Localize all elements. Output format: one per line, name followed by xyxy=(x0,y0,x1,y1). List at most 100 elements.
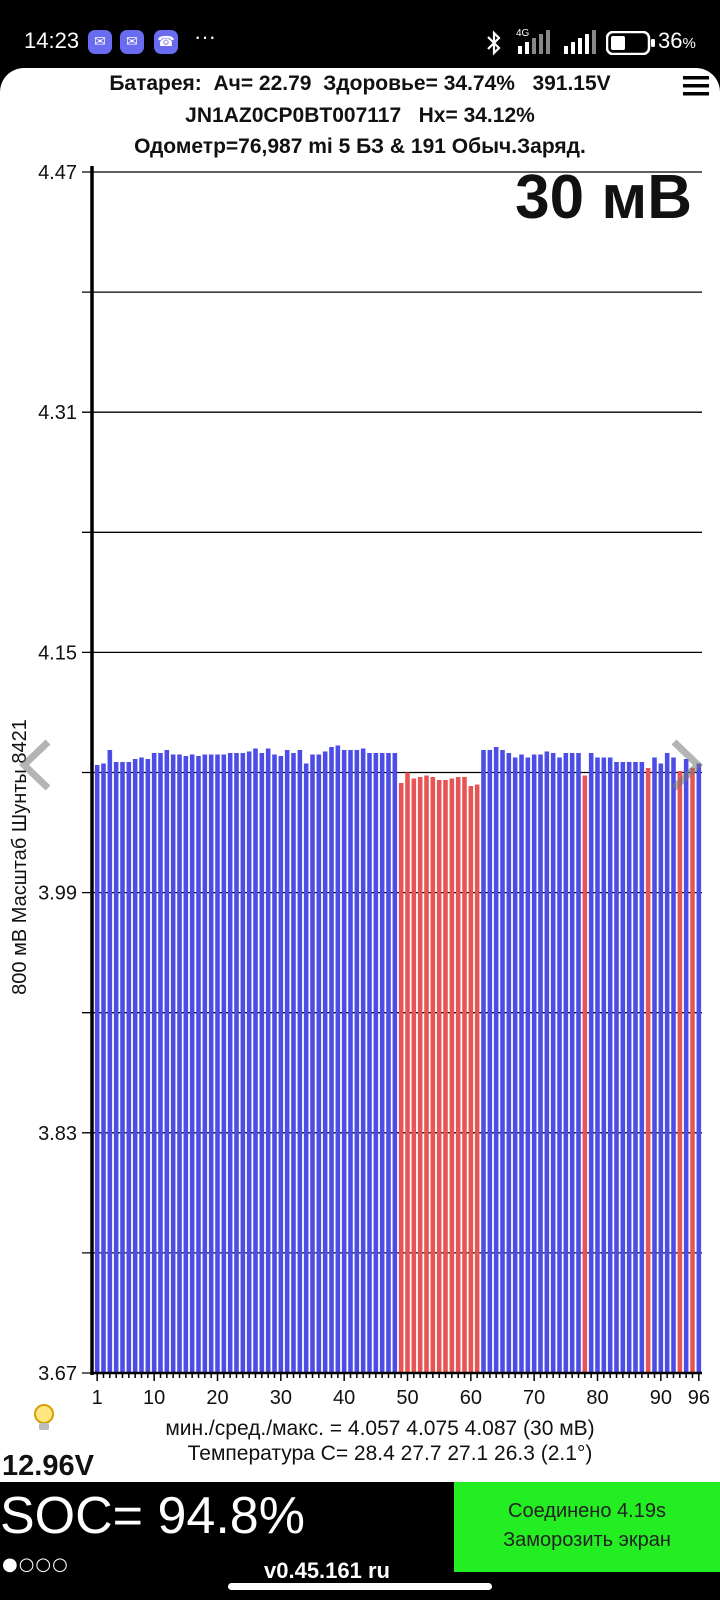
app-screen: Батарея: Ач= 22.79 Здоровье= 34.74% 391.… xyxy=(0,68,720,1482)
cell-bar-16 xyxy=(189,754,195,1373)
vin-line: JN1AZ0CP0BT007117 Hx= 34.12% xyxy=(185,104,535,127)
cell-bar-52 xyxy=(417,777,423,1373)
cell-bar-92 xyxy=(671,757,676,1373)
cell-bar-21 xyxy=(221,754,227,1373)
x-tick-label: 60 xyxy=(460,1387,482,1409)
cell-bar-91 xyxy=(664,752,670,1373)
cell-bar-27 xyxy=(259,752,265,1373)
cell-bar-42 xyxy=(354,749,360,1373)
y-tick-label: 4.47 xyxy=(38,162,77,184)
cell-bar-32 xyxy=(291,752,296,1373)
cell-bar-67 xyxy=(512,757,518,1373)
cell-bar-11 xyxy=(158,752,163,1373)
cell-bar-56 xyxy=(443,780,448,1373)
previous-page-icon[interactable] xyxy=(18,739,51,791)
cell-bar-50 xyxy=(405,772,410,1373)
cell-bar-19 xyxy=(208,754,214,1373)
cell-bar-53 xyxy=(424,775,429,1373)
cell-bar-29 xyxy=(272,754,277,1373)
cell-bar-37 xyxy=(322,751,328,1373)
bluetooth-icon xyxy=(487,30,501,56)
freeze-screen-button[interactable]: Соединено 4.19s Заморозить экран xyxy=(454,1482,720,1572)
cell-bar-46 xyxy=(379,752,385,1373)
cell-bar-36 xyxy=(316,754,322,1373)
viber-icon: ☎ xyxy=(154,30,178,54)
more-notifications-icon: ··· xyxy=(194,24,216,49)
cell-bar-23 xyxy=(234,752,239,1373)
cell-bar-30 xyxy=(278,755,284,1373)
min-avg-max-line: мин./сред./макс. = 4.057 4.075 4.087 (30… xyxy=(165,1417,594,1440)
app-version: v0.45.161 ru xyxy=(264,1558,390,1583)
cell-bar-40 xyxy=(341,749,347,1373)
cell-bar-86 xyxy=(633,761,638,1373)
cell-bar-15 xyxy=(183,755,189,1373)
cell-bar-48 xyxy=(392,752,398,1373)
cell-bar-20 xyxy=(215,754,220,1373)
odometer-line: Одометр=76,987 mi 5 БЗ & 191 Обыч.Заряд. xyxy=(134,135,586,158)
cell-bar-59 xyxy=(462,777,467,1373)
cell-bar-18 xyxy=(202,754,208,1373)
cell-bar-73 xyxy=(550,752,556,1373)
cell-bar-77 xyxy=(576,752,581,1373)
cell-bar-95 xyxy=(690,767,695,1373)
x-tick-label: 1 xyxy=(92,1387,103,1409)
cell-bar-3 xyxy=(107,749,113,1373)
cell-bar-84 xyxy=(620,761,626,1373)
cell-bar-74 xyxy=(557,757,562,1373)
messenger-icon-2: ✉ xyxy=(120,30,144,54)
cell-bar-65 xyxy=(500,749,505,1373)
cell-signal-icon xyxy=(518,30,550,54)
cell-bar-9 xyxy=(145,758,151,1373)
cell-bar-39 xyxy=(335,745,341,1373)
cell-bar-78 xyxy=(582,775,588,1373)
next-page-icon[interactable] xyxy=(671,739,704,791)
x-tick-label: 70 xyxy=(523,1387,545,1409)
cell-bar-43 xyxy=(360,748,366,1373)
cell-bar-7 xyxy=(132,758,138,1373)
menu-icon[interactable] xyxy=(683,76,709,96)
cell-bar-28 xyxy=(265,748,271,1373)
cell-bar-66 xyxy=(506,752,512,1373)
cell-bar-63 xyxy=(487,749,493,1373)
cell-bar-17 xyxy=(196,755,201,1373)
cell-bar-81 xyxy=(601,757,607,1373)
temperature-line: Температура C= 28.4 27.7 27.1 26.3 (2.1°… xyxy=(188,1442,593,1465)
cell-bar-62 xyxy=(481,749,486,1373)
cell-bar-89 xyxy=(652,757,657,1373)
cell-bar-1 xyxy=(94,764,100,1373)
cell-bar-85 xyxy=(626,761,632,1373)
y-axis-title: 800 мВ Масштаб Шунты 8421 xyxy=(9,719,31,995)
cell-bar-14 xyxy=(177,754,182,1373)
voltage-12v: 12.96V xyxy=(2,1450,95,1482)
y-tick-label: 4.15 xyxy=(38,642,77,664)
cell-bar-4 xyxy=(113,761,119,1373)
cell-bar-69 xyxy=(525,757,531,1373)
connection-status: Соединено 4.19s xyxy=(508,1500,666,1522)
x-tick-label: 10 xyxy=(143,1387,165,1409)
home-indicator[interactable] xyxy=(228,1583,492,1590)
status-time: 14:23 xyxy=(24,28,80,53)
cell-bar-33 xyxy=(297,749,303,1373)
cell-bar-55 xyxy=(436,780,442,1373)
cell-bar-71 xyxy=(538,754,543,1373)
battery-percent: 36% xyxy=(658,28,696,53)
cell-bar-44 xyxy=(367,752,372,1373)
cell-bar-24 xyxy=(240,752,246,1373)
y-tick-label: 4.31 xyxy=(38,402,77,424)
cell-bar-96 xyxy=(696,763,702,1373)
cell-bar-54 xyxy=(430,777,436,1373)
page-dots: ●○○○ xyxy=(2,1554,69,1575)
cell-bar-61 xyxy=(474,784,480,1373)
cell-bar-79 xyxy=(588,752,594,1373)
y-tick-label: 3.99 xyxy=(38,883,77,905)
cell-bar-75 xyxy=(563,752,569,1373)
cell-bar-41 xyxy=(348,749,353,1373)
battery-summary: Батарея: Ач= 22.79 Здоровье= 34.74% 391.… xyxy=(109,72,611,95)
x-tick-label: 90 xyxy=(650,1387,672,1409)
cell-bar-93 xyxy=(677,770,683,1373)
y-tick-label: 3.67 xyxy=(38,1363,77,1385)
network-type: 4G xyxy=(516,28,530,39)
cell-bar-88 xyxy=(645,767,651,1373)
cell-bar-2 xyxy=(101,763,106,1373)
cell-bar-83 xyxy=(614,761,619,1373)
